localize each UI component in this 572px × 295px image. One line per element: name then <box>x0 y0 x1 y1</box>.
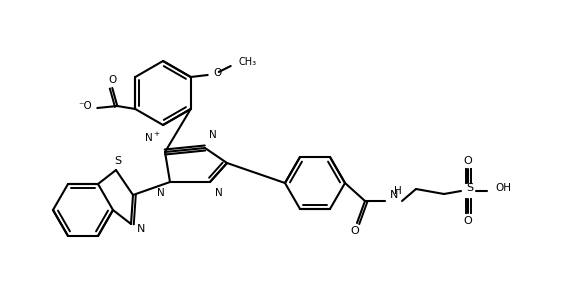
Text: N: N <box>157 188 165 198</box>
Text: O: O <box>214 68 222 78</box>
Text: O: O <box>464 156 472 166</box>
Text: H: H <box>394 186 402 196</box>
Text: N: N <box>137 224 145 234</box>
Text: O: O <box>464 216 472 226</box>
Text: O: O <box>108 75 117 85</box>
Text: S: S <box>466 183 474 193</box>
Text: ⁻O: ⁻O <box>78 101 92 111</box>
Text: N$^+$: N$^+$ <box>144 131 161 144</box>
Text: N: N <box>390 190 398 200</box>
Text: N: N <box>209 130 217 140</box>
Text: OH: OH <box>495 183 511 193</box>
Text: N: N <box>215 188 223 198</box>
Text: O: O <box>351 226 359 236</box>
Text: CH₃: CH₃ <box>239 57 257 67</box>
Text: S: S <box>114 156 122 166</box>
